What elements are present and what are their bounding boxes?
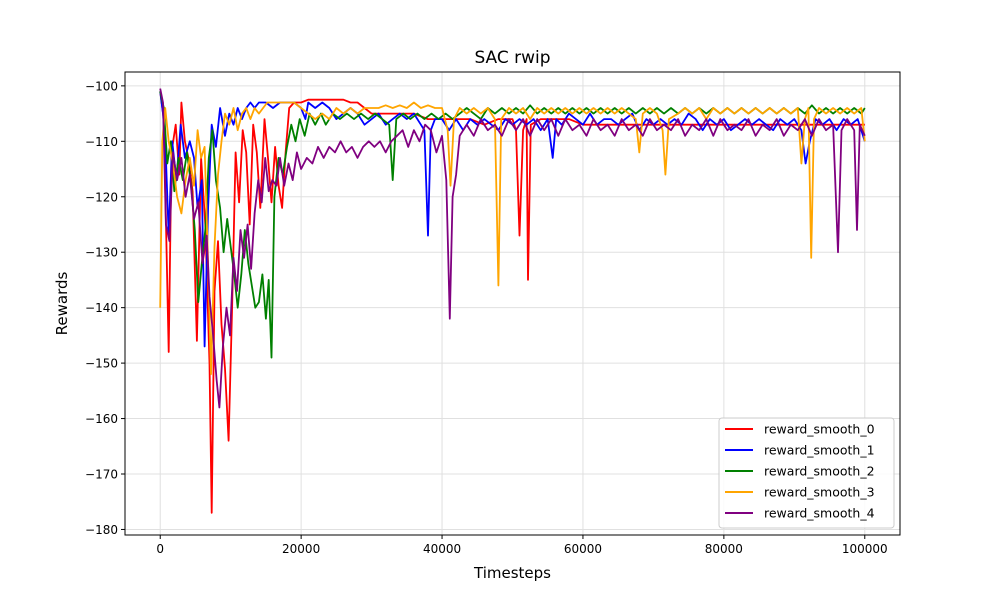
y-tick-label: −170 (85, 468, 118, 482)
y-tick-label: −150 (85, 357, 118, 371)
y-axis-title: Rewards (53, 271, 71, 335)
x-tick-label: 100000 (842, 542, 888, 556)
legend-label: reward_smooth_2 (764, 464, 875, 479)
legend-label: reward_smooth_0 (764, 422, 875, 437)
x-tick-label: 40000 (423, 542, 461, 556)
legend-label: reward_smooth_1 (764, 443, 875, 458)
plot-frame (124, 71, 901, 536)
y-tick-label: −140 (85, 301, 118, 315)
x-axis-title: Timesteps (473, 564, 551, 582)
legend-label: reward_smooth_4 (764, 506, 875, 521)
y-tick-label: −180 (85, 523, 118, 537)
chart-title: SAC rwip (474, 48, 550, 68)
grid (125, 72, 900, 535)
x-tick-label: 80000 (705, 542, 743, 556)
x-tick-label: 20000 (282, 542, 320, 556)
x-tick-label: 60000 (564, 542, 602, 556)
x-tick-label: 0 (156, 542, 164, 556)
y-tick-label: −110 (85, 135, 118, 149)
legend: reward_smooth_0 reward_smooth_1 reward_smo… (718, 417, 895, 529)
legend-label: reward_smooth_3 (764, 485, 875, 500)
y-tick-label: −100 (85, 79, 118, 93)
legend-box (718, 417, 895, 529)
axis-ticks: 0 20000 40000 60000 80000 100000 −100 −110 −120 −… (85, 79, 888, 556)
y-tick-label: −130 (85, 246, 118, 260)
y-tick-label: −160 (85, 412, 118, 426)
series-lines (159, 88, 866, 514)
series-line-reward-smooth-3 (159, 101, 866, 376)
series-line-reward-smooth-0 (159, 91, 865, 514)
y-tick-label: −120 (85, 190, 118, 204)
series-line-reward-smooth-4 (159, 88, 866, 409)
